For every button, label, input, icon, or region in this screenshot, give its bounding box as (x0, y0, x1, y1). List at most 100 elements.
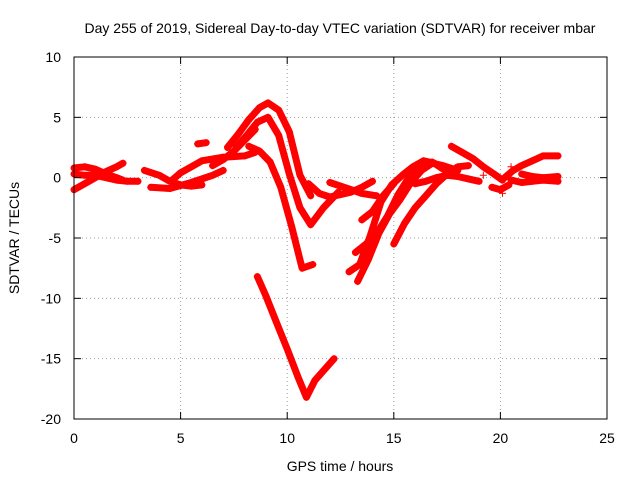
data-point (202, 139, 210, 147)
data-point (418, 166, 426, 174)
data-point (496, 186, 504, 194)
data-point (251, 148, 259, 156)
data-point (287, 222, 295, 230)
data-point (123, 177, 131, 185)
data-point (285, 170, 293, 178)
data-point (209, 171, 217, 179)
data-point (187, 163, 195, 171)
data-point (285, 128, 293, 136)
y-tick-label: 5 (53, 109, 61, 125)
data-point (177, 169, 185, 177)
grid-lines (74, 57, 607, 419)
data-point (337, 191, 344, 199)
data-point (311, 376, 319, 384)
scatter-point (499, 189, 507, 197)
data-point (198, 157, 206, 165)
data-point (539, 174, 547, 182)
data-point (345, 268, 353, 276)
data-point (464, 162, 472, 170)
scatter-point (479, 171, 487, 179)
data-point (528, 172, 536, 180)
data-point (358, 189, 366, 197)
data-point (255, 104, 263, 112)
data-point (262, 292, 270, 300)
data-point (490, 170, 498, 178)
data-point (81, 163, 89, 171)
data-point (194, 140, 202, 148)
data-point (386, 210, 394, 218)
data-trace (253, 273, 338, 401)
data-point (454, 163, 462, 171)
y-tick-label: 0 (53, 170, 61, 186)
y-tick-labels: -20 -15 -10 -5 0 5 10 (41, 49, 61, 427)
data-point (307, 221, 315, 229)
x-tick-label: 10 (279, 430, 295, 446)
data-point (518, 170, 526, 178)
data-point (488, 183, 496, 191)
data-point (439, 162, 447, 170)
data-point (505, 181, 513, 189)
data-point (187, 178, 195, 186)
data-point (91, 171, 99, 179)
data-point (422, 177, 430, 185)
data-point (296, 204, 304, 212)
data-point (134, 177, 142, 185)
data-point (377, 198, 385, 206)
data-point (420, 157, 428, 165)
data-point (241, 136, 249, 144)
data-point (432, 180, 440, 188)
data-point (266, 158, 274, 166)
data-point (307, 192, 315, 200)
data-point (296, 171, 304, 179)
data-point (447, 142, 455, 150)
data-point (364, 256, 372, 264)
data-trace (390, 162, 472, 248)
data-point (198, 181, 206, 189)
chart-title: Day 255 of 2019, Sidereal Day-to-day VTE… (85, 20, 596, 36)
data-point (243, 131, 251, 139)
data-point (294, 373, 302, 381)
data-point (347, 186, 355, 194)
data-point (322, 364, 330, 372)
data-point (400, 220, 408, 228)
data-point (479, 163, 487, 171)
data-point (411, 204, 419, 212)
data-point (166, 185, 174, 193)
data-point (275, 131, 283, 139)
data-point (177, 181, 185, 189)
data-point (390, 240, 398, 248)
data-trace (354, 159, 462, 285)
data-point (375, 229, 383, 237)
data-point (432, 174, 440, 182)
data-point (407, 178, 415, 186)
data-point (264, 99, 272, 107)
data-point (81, 171, 89, 179)
data-point (330, 355, 338, 363)
x-tick-label: 15 (386, 430, 402, 446)
data-markers (70, 99, 562, 401)
data-point (305, 180, 313, 188)
data-point (81, 180, 89, 188)
data-point (554, 172, 562, 180)
data-point (337, 182, 344, 190)
data-point (253, 273, 261, 281)
y-tick-label: -5 (49, 230, 62, 246)
data-point (315, 189, 323, 197)
data-point (232, 144, 240, 151)
y-tick-label: -10 (41, 290, 61, 306)
data-point (253, 118, 261, 126)
data-point (373, 192, 381, 200)
x-tick-label: 0 (70, 430, 78, 446)
data-point (251, 125, 259, 133)
data-point (358, 183, 366, 191)
plot-frame (73, 56, 608, 420)
data-point (302, 393, 310, 401)
data-point (368, 177, 376, 185)
data-point (241, 152, 249, 160)
scatter-point (507, 163, 515, 171)
data-point (422, 192, 430, 200)
data-point (354, 277, 362, 285)
data-point (554, 152, 562, 160)
x-tick-labels: 0 5 10 15 20 25 (70, 430, 615, 446)
data-point (245, 142, 253, 150)
